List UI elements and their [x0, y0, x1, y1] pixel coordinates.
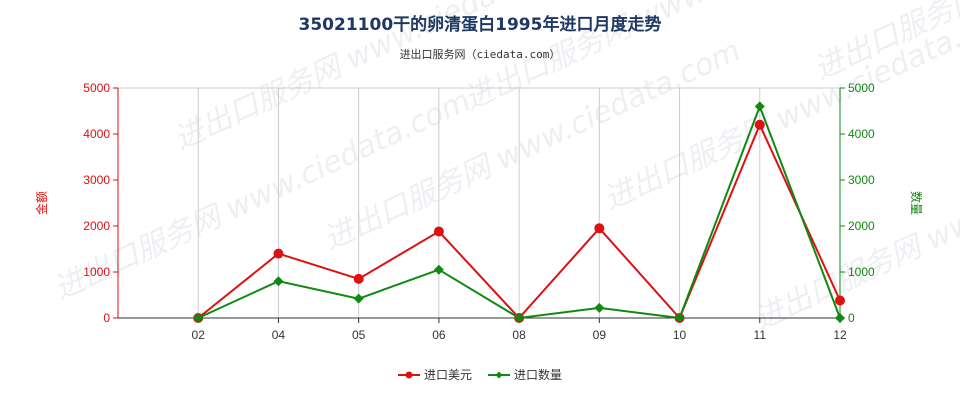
y-tick-label-right: 4000 — [848, 127, 875, 141]
data-point — [594, 223, 605, 234]
y-tick-label-left: 0 — [103, 311, 110, 325]
data-point — [835, 295, 845, 306]
x-tick-label: 10 — [673, 328, 687, 342]
y-axis-label-right: 数量 — [909, 191, 924, 215]
x-tick-label: 06 — [432, 328, 446, 342]
x-tick-label: 04 — [272, 328, 286, 342]
data-point — [594, 302, 605, 313]
y-tick-label-left: 2000 — [83, 219, 110, 233]
y-tick-label-right: 3000 — [848, 173, 875, 187]
data-point — [273, 248, 284, 259]
x-tick-label: 09 — [593, 328, 607, 342]
series-layer — [193, 101, 845, 323]
data-point — [754, 119, 765, 130]
data-point — [433, 226, 444, 237]
data-point — [754, 101, 765, 112]
data-point — [353, 273, 364, 284]
y-tick-label-left: 1000 — [83, 265, 110, 279]
chart-title: 35021100干的卵清蛋白1995年进口月度走势 — [299, 14, 662, 35]
data-point — [835, 313, 845, 323]
data-point — [273, 276, 284, 287]
data-point — [674, 313, 685, 323]
legend-marker — [495, 371, 503, 379]
y-axis-label-left: 金额 — [34, 191, 49, 215]
y-tick-label-right: 1000 — [848, 265, 875, 279]
x-tick-label: 08 — [512, 328, 526, 342]
x-tick-label: 02 — [192, 328, 206, 342]
x-tick-label: 12 — [833, 328, 847, 342]
data-point — [353, 293, 364, 304]
legend: 进口美元 进口数量 — [398, 367, 562, 382]
y-tick-label-right: 0 — [848, 311, 855, 325]
y-tick-label-left: 5000 — [83, 81, 110, 95]
y-tick-label-right: 5000 — [848, 81, 875, 95]
chart-subtitle: 进出口服务网（ciedata.com） — [400, 47, 561, 61]
legend-marker — [405, 371, 413, 379]
legend-label: 进口数量 — [514, 367, 562, 382]
axes: 0 1000 2000 3000 4000 5000 0 1000 2000 3000 4000 50… — [83, 81, 875, 342]
x-tick-label: 11 — [754, 328, 767, 342]
y-tick-label-right: 2000 — [848, 219, 875, 233]
x-tick-label: 05 — [352, 328, 366, 342]
y-tick-label-left: 4000 — [83, 127, 110, 141]
data-point — [514, 313, 525, 323]
data-point — [193, 313, 204, 323]
legend-label: 进口美元 — [424, 368, 472, 382]
data-point — [433, 264, 444, 275]
y-tick-label-left: 3000 — [83, 173, 110, 187]
